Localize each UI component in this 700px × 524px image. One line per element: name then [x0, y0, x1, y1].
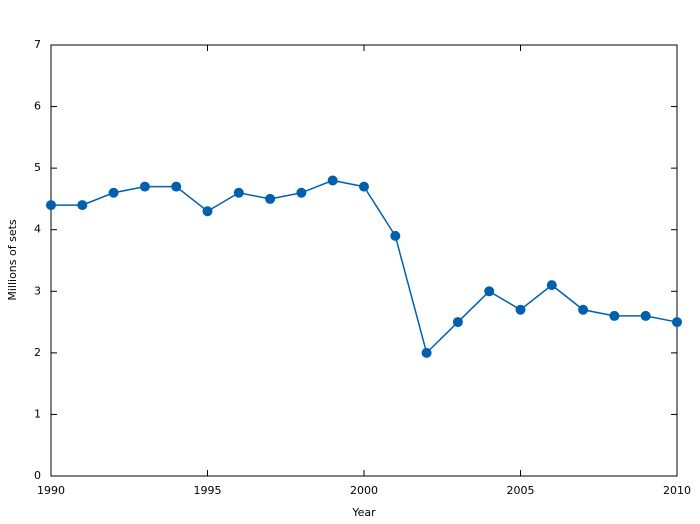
data-point	[359, 181, 369, 192]
data-point	[672, 317, 682, 328]
data-point	[46, 200, 56, 211]
y-tick-label: 0	[34, 469, 41, 482]
data-point	[452, 317, 463, 328]
data-point	[202, 206, 213, 217]
data-point	[609, 310, 620, 321]
data-point	[640, 310, 651, 321]
y-tick-label: 4	[34, 223, 41, 236]
data-point	[578, 304, 589, 315]
plot-frame	[50, 44, 678, 477]
data-point	[484, 286, 495, 297]
y-tick-label: 1	[34, 407, 41, 420]
data-point	[233, 187, 244, 198]
data-point	[546, 280, 557, 291]
data-point	[171, 181, 182, 192]
y-tick-label: 5	[34, 161, 41, 174]
y-tick-label: 7	[34, 38, 41, 51]
x-tick-label: 1995	[194, 484, 222, 497]
x-tick-label: 2010	[663, 484, 691, 497]
y-tick-label: 3	[34, 284, 41, 297]
y-tick-label: 2	[34, 346, 41, 359]
data-point	[77, 200, 88, 211]
data-point	[139, 181, 150, 192]
x-tick-label: 2000	[350, 484, 378, 497]
data-point	[265, 193, 276, 204]
data-point	[296, 187, 307, 198]
data-line	[51, 179, 678, 355]
data-point	[108, 187, 119, 198]
y-axis-label: Millions of sets	[6, 219, 19, 301]
x-tick-label: 2005	[507, 484, 535, 497]
x-tick-label: 1990	[37, 484, 65, 497]
data-point	[515, 304, 526, 315]
data-point	[327, 175, 338, 186]
y-tick-label: 6	[34, 100, 41, 113]
x-axis-label: Year	[351, 506, 376, 519]
data-point	[390, 230, 401, 241]
data-point	[421, 347, 432, 358]
